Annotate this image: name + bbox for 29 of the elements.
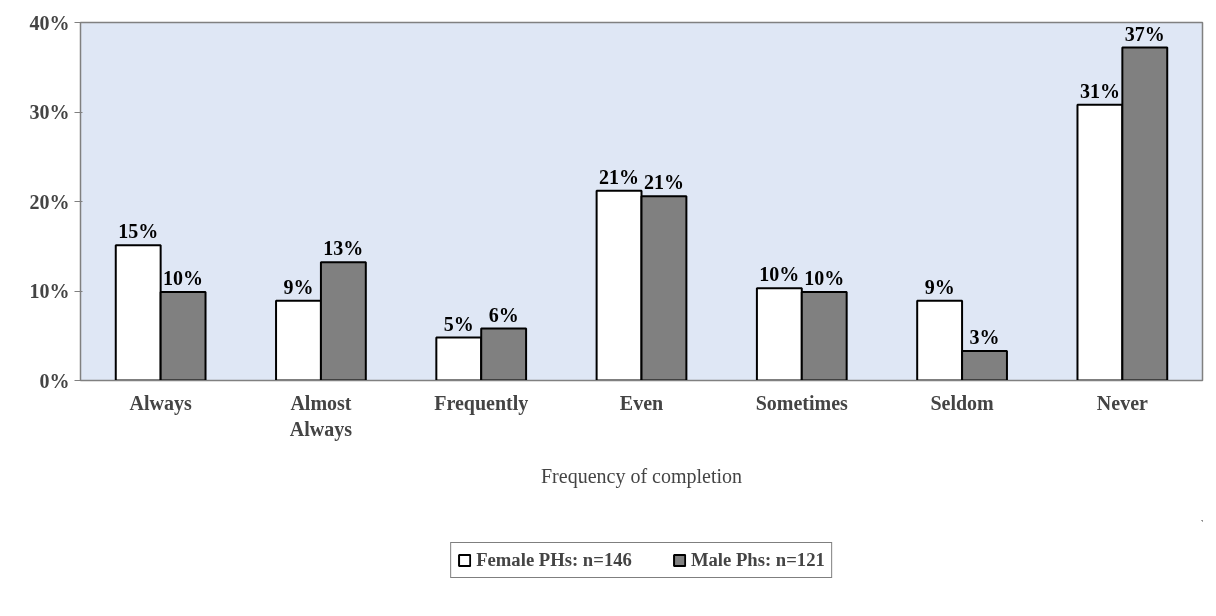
data-label: 5% [443, 312, 474, 335]
data-label: 10% [163, 266, 204, 289]
legend-label: Female PHs: n=146 [476, 549, 632, 571]
data-label: 3% [969, 325, 1000, 348]
x-axis-title: Frequency of completion [540, 464, 743, 488]
y-tick-label: 30% [29, 101, 70, 123]
data-label: 21% [599, 165, 640, 188]
data-label: 9% [924, 275, 955, 298]
legend-label: Male Phs: n=121 [690, 549, 825, 571]
data-label: 37% [1124, 22, 1165, 45]
data-label: 31% [1079, 79, 1120, 102]
x-tick-label: Always [129, 391, 192, 415]
y-tick-label: 40% [29, 11, 70, 34]
x-tick-label: Almost Always [289, 391, 353, 441]
data-label: 9% [283, 275, 314, 298]
y-tick-label: 10% [29, 280, 70, 302]
x-tick-label: Sometimes [755, 391, 849, 414]
y-tick-label: 0% [39, 369, 70, 392]
x-tick-label: Seldom [930, 391, 995, 414]
data-label: 21% [643, 171, 684, 194]
data-label: 6% [488, 303, 519, 326]
data-label: 10% [759, 263, 800, 286]
data-label: 10% [804, 266, 845, 289]
y-tick-label: 20% [29, 190, 70, 213]
x-tick-label: Never [1096, 391, 1149, 414]
x-tick-label: Frequently [434, 391, 529, 415]
x-tick-label: Even [619, 391, 664, 414]
data-label: 13% [323, 237, 364, 260]
data-label: 15% [118, 220, 159, 243]
